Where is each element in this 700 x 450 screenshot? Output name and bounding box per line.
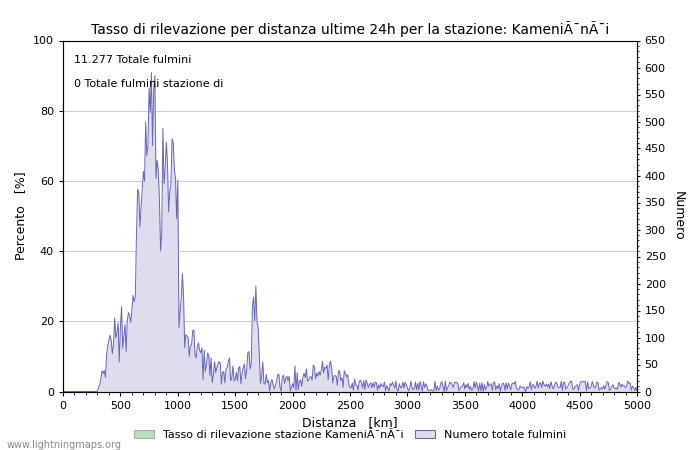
- Text: www.lightningmaps.org: www.lightningmaps.org: [7, 440, 122, 450]
- Y-axis label: Percento   [%]: Percento [%]: [15, 172, 27, 260]
- X-axis label: Distanza   [km]: Distanza [km]: [302, 416, 398, 429]
- Text: 11.277 Totale fulmini: 11.277 Totale fulmini: [74, 54, 192, 64]
- Legend: Tasso di rilevazione stazione KameniÃ¯nÃ¯i, Numero totale fulmini: Tasso di rilevazione stazione KameniÃ¯nÃ…: [130, 426, 570, 445]
- Text: 0 Totale fulmini stazione di: 0 Totale fulmini stazione di: [74, 79, 224, 89]
- Title: Tasso di rilevazione per distanza ultime 24h per la stazione: KameniÃ¯nÃ¯i: Tasso di rilevazione per distanza ultime…: [91, 21, 609, 36]
- Y-axis label: Numero: Numero: [672, 191, 685, 241]
